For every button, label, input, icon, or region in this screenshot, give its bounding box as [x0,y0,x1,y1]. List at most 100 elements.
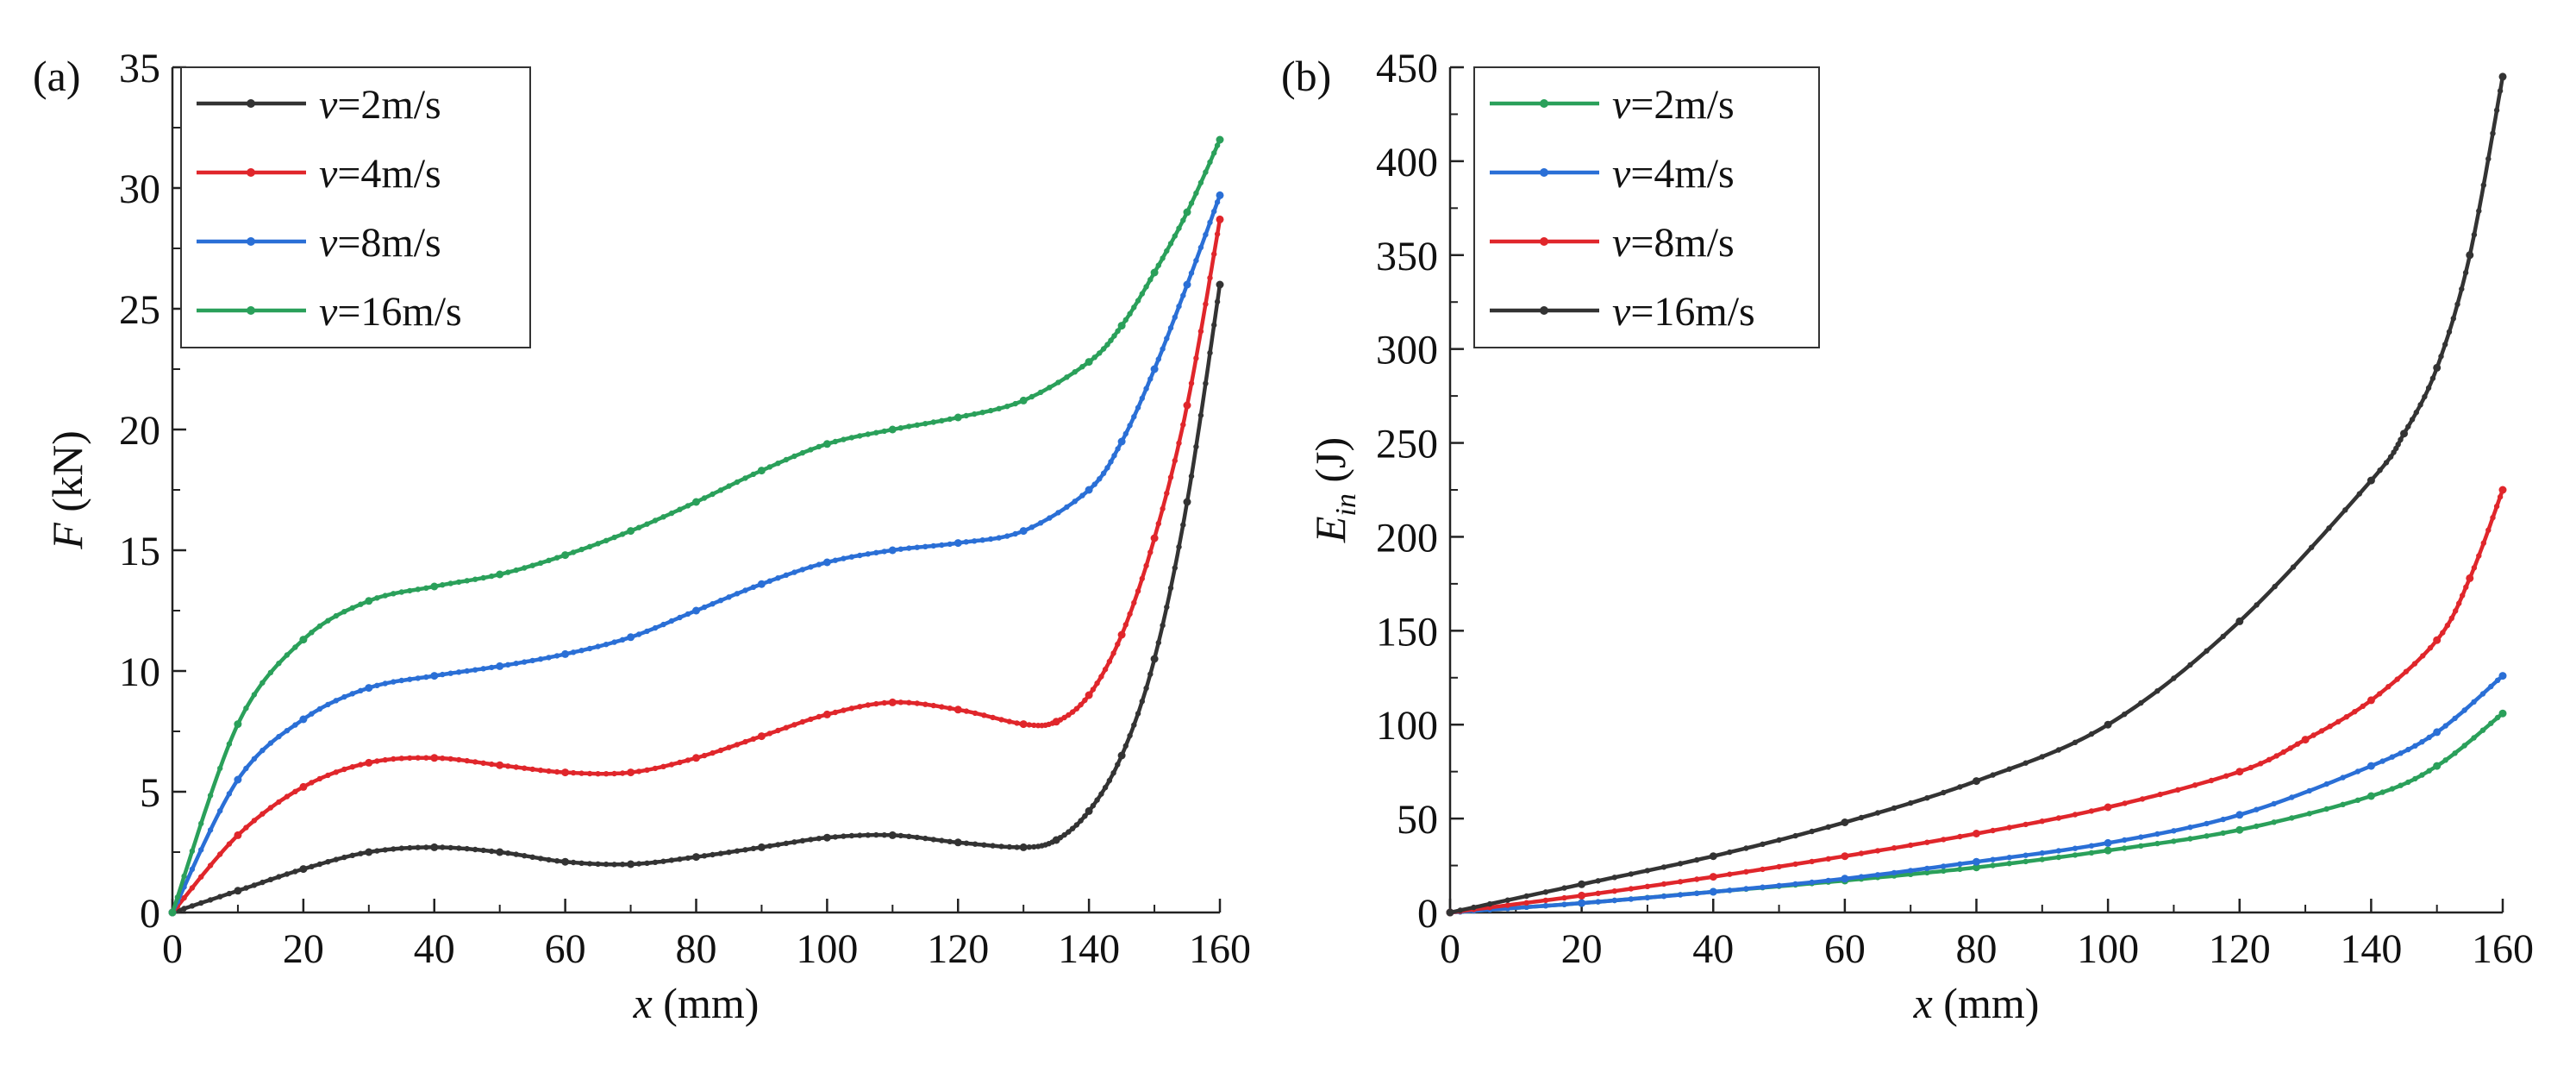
series-marker [333,698,339,704]
series-marker [799,567,806,573]
data-point [2498,486,2507,494]
series-marker [2454,301,2460,307]
data-point [1183,280,1191,289]
series-marker [513,567,519,574]
series-marker [881,549,887,555]
series-marker [1097,476,1103,482]
series-marker [325,618,331,624]
series-marker [1660,864,1667,870]
series-marker [2280,749,2286,756]
x-tick-label: 140 [2340,926,2402,972]
series-marker [1102,784,1109,791]
series-marker [2379,758,2385,764]
data-point [692,498,700,506]
series-marker [391,846,397,852]
series-marker [181,873,187,880]
series-marker [1874,810,1881,816]
series-marker [2055,815,2062,821]
series-marker [1211,251,1217,257]
series-marker [2442,342,2448,348]
data-point [1117,437,1126,446]
series-marker [586,861,593,867]
series-marker [865,431,871,437]
series-marker [553,768,560,775]
series-marker [1115,446,1121,452]
series-marker [848,435,855,441]
y-tick-label: 200 [1376,515,1438,561]
series-marker [1131,599,1137,606]
series-marker [2306,811,2312,817]
series-marker [2171,675,2177,681]
series-marker [996,535,1002,541]
series-marker [1176,225,1182,231]
series-marker [2023,852,2029,858]
data-point [365,758,373,767]
series-marker [1214,199,1221,205]
series-marker [947,416,953,423]
y-axis-symbol: F [43,523,91,550]
data-point [822,833,831,842]
series-marker [1131,414,1137,420]
series-marker [2497,88,2504,94]
x-tick-label: 80 [1956,926,1998,972]
series-marker [1211,150,1217,156]
series-marker [660,858,666,864]
series-marker [529,854,535,860]
series-marker [1924,839,1930,845]
series-marker [1188,200,1195,206]
series-marker [595,541,601,547]
series-marker [710,491,716,498]
series-marker [2497,493,2504,500]
series-marker [537,656,544,662]
series-marker [1197,329,1204,335]
series-marker [972,710,979,717]
series-marker [2461,707,2467,713]
series-marker [1809,858,1815,865]
series-marker [619,862,626,868]
x-tick-label: 0 [162,926,183,972]
series-marker [2480,182,2486,188]
series-marker [1090,802,1097,809]
series-marker [1029,524,1035,530]
series-marker [668,510,675,517]
series-marker [207,827,214,833]
series-marker [398,677,404,684]
series-marker [391,756,397,762]
series-marker [2187,662,2193,668]
series-marker [2088,731,2095,737]
series-marker [922,543,928,549]
data-point [1709,887,1717,896]
y-tick-label: 25 [119,287,160,333]
x-tick-label: 120 [927,926,989,972]
series-marker [808,716,814,723]
legend-box [1473,66,1820,348]
series-marker [1874,848,1881,854]
y-tick-label: 30 [119,166,160,212]
series-marker [1127,310,1133,317]
series-marker [259,747,266,754]
series-marker [2254,602,2260,608]
series-marker [358,762,364,768]
series-marker [701,752,708,759]
series-marker [578,860,585,866]
series-marker [2072,852,2079,858]
series-marker [1164,248,1170,254]
series-marker [1193,190,1199,197]
series-marker [963,840,970,846]
series-marker [2476,208,2482,214]
series-marker [546,856,552,863]
data-point [496,570,504,579]
series-marker [1072,499,1079,505]
series-marker [710,601,716,607]
series-marker [677,506,683,512]
series-marker [1660,894,1667,900]
data-point [1183,208,1191,216]
series-marker [668,857,675,863]
series-marker [1825,877,1831,884]
series-marker [259,811,266,817]
series-marker [865,702,871,708]
series-marker [2289,815,2295,821]
series-marker [1155,356,1162,362]
series-marker [1147,671,1154,677]
legend-variable: v [319,82,338,128]
